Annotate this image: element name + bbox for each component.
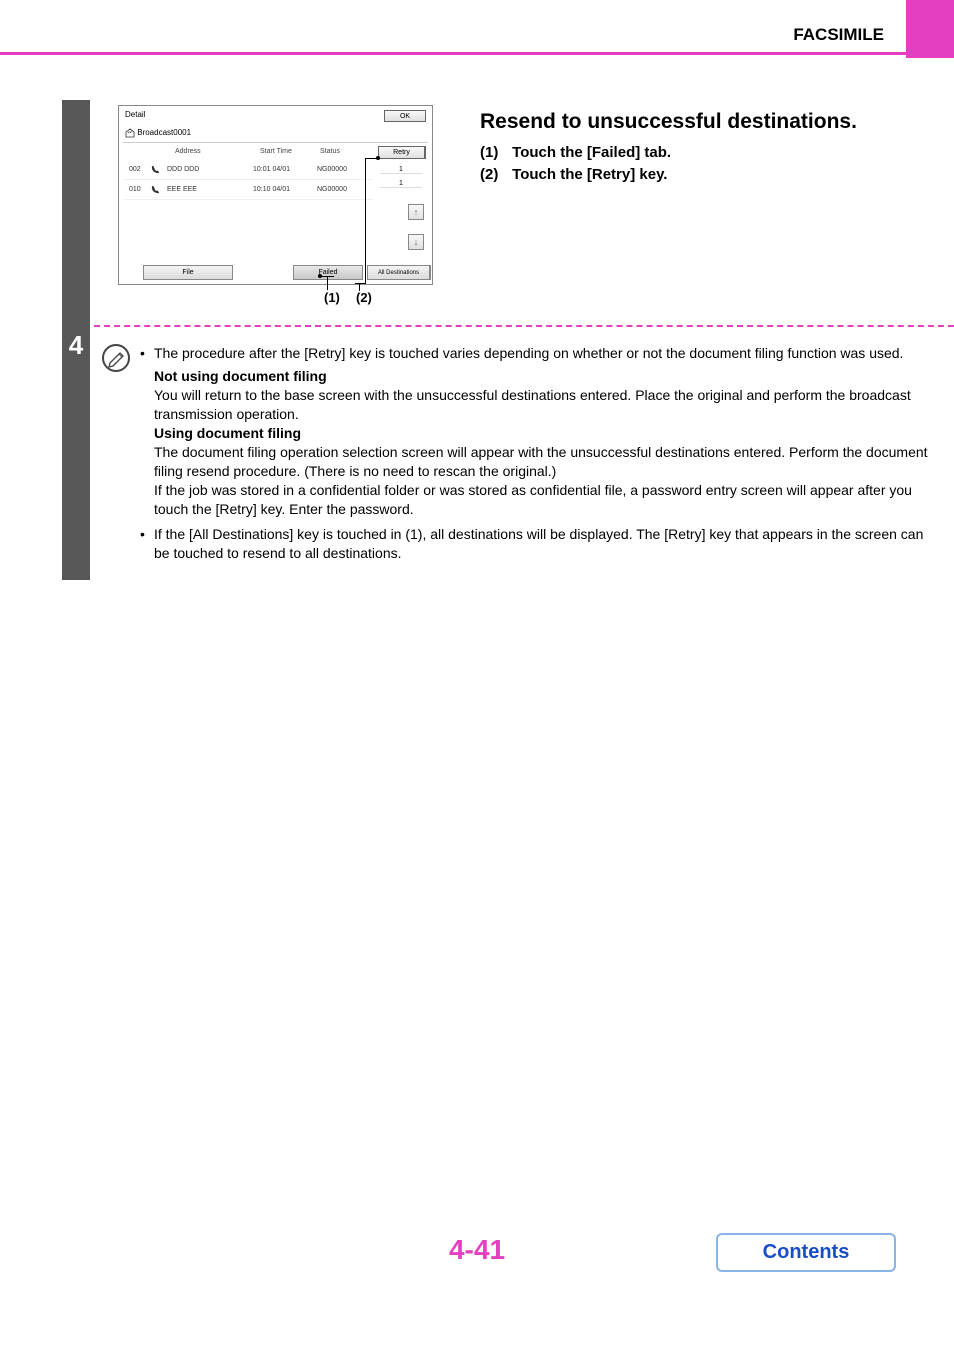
retry-button[interactable]: Retry — [378, 146, 426, 159]
callout-line — [327, 276, 328, 290]
dashed-separator — [94, 325, 954, 327]
row-start: 10:10 04/01 — [253, 186, 290, 193]
row-start: 10:01 04/01 — [253, 166, 290, 173]
broadcast-text: Broadcast0001 — [137, 128, 191, 137]
instruction-item: (2) Touch the [Retry] key. — [480, 164, 671, 186]
note-text: If the job was stored in a confidential … — [154, 482, 912, 517]
broadcast-label: Broadcast0001 — [125, 128, 191, 138]
note-bullet: If the [All Destinations] key is touched… — [140, 525, 934, 563]
callout-line — [365, 158, 366, 284]
section-header: FACSIMILE — [793, 25, 884, 45]
instr-num: (1) — [480, 142, 508, 164]
instr-num: (2) — [480, 164, 508, 186]
detail-panel: Detail OK Broadcast0001 Address Start Ti… — [118, 105, 433, 285]
note-text: You will return to the base screen with … — [154, 387, 911, 422]
note-text: The document filing operation selection … — [154, 444, 928, 479]
instr-text: Touch the [Failed] tab. — [512, 144, 671, 161]
callout-1: (1) — [324, 290, 340, 305]
phone-icon — [151, 165, 160, 176]
scroll-up-button[interactable]: ↑ — [408, 204, 424, 220]
callout-line — [320, 276, 334, 277]
col-address: Address — [175, 148, 201, 155]
row-id: 010 — [129, 186, 141, 193]
tab-failed[interactable]: Failed — [293, 265, 363, 280]
page-total: 1 — [380, 180, 422, 188]
step-number: 4 — [62, 330, 90, 361]
tab-all-destinations[interactable]: All Destinations — [367, 265, 431, 280]
row-status: NG00000 — [317, 166, 347, 173]
ok-button[interactable]: OK — [384, 110, 426, 122]
panel-separator — [123, 142, 428, 143]
callout-line — [355, 283, 365, 284]
row-status: NG00000 — [317, 186, 347, 193]
table-row[interactable]: 010 EEE EEE 10:10 04/01 NG00000 — [125, 184, 372, 200]
row-addr: DDD DDD — [167, 166, 199, 173]
step-sidebar: 4 — [62, 100, 90, 580]
notes-block: The procedure after the [Retry] key is t… — [140, 344, 934, 567]
tab-file[interactable]: File — [143, 265, 233, 280]
note-icon — [102, 344, 130, 372]
row-addr: EEE EEE — [167, 186, 197, 193]
note-heading: Using document filing — [154, 425, 301, 441]
instr-text: Touch the [Retry] key. — [512, 166, 667, 183]
callout-2: (2) — [356, 290, 372, 305]
row-id: 002 — [129, 166, 141, 173]
col-status: Status — [320, 148, 340, 155]
note-bullet: The procedure after the [Retry] key is t… — [140, 344, 934, 363]
header-rule — [0, 52, 906, 55]
col-start: Start Time — [260, 148, 292, 155]
callout-dot — [318, 274, 322, 278]
instruction-list: (1) Touch the [Failed] tab. (2) Touch th… — [480, 142, 671, 186]
instruction-title: Resend to unsuccessful destinations. — [480, 110, 857, 134]
page-current: 1 — [380, 166, 422, 174]
contents-button[interactable]: Contents — [716, 1233, 896, 1272]
scroll-down-button[interactable]: ↓ — [408, 234, 424, 250]
note-heading: Not using document filing — [154, 368, 327, 384]
table-row[interactable]: 002 DDD DDD 10:01 04/01 NG00000 — [125, 164, 372, 180]
phone-icon — [151, 185, 160, 196]
broadcast-icon — [125, 128, 135, 138]
panel-title: Detail — [125, 110, 145, 119]
tab-bar: File Failed All Destinations — [123, 264, 428, 280]
instruction-item: (1) Touch the [Failed] tab. — [480, 142, 671, 164]
callout-dot — [376, 156, 380, 160]
accent-bar — [906, 0, 954, 58]
